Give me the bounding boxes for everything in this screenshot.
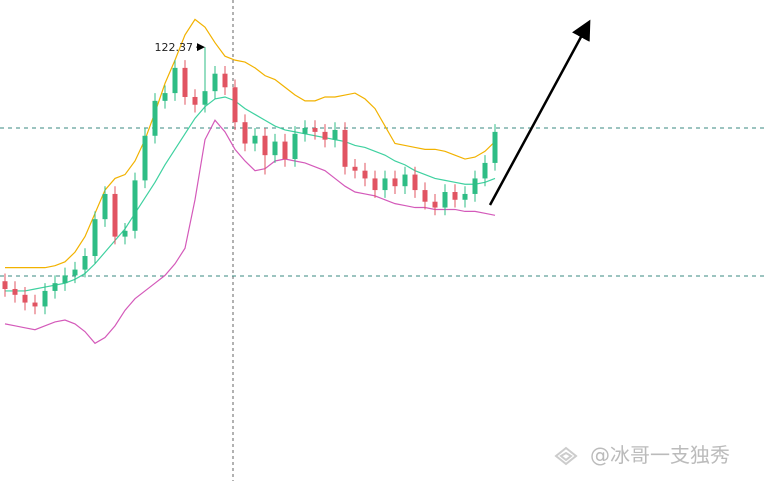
- watermark-icon: [554, 446, 578, 466]
- candle-body: [32, 302, 38, 307]
- candle-body: [332, 129, 338, 140]
- candle-body: [382, 178, 388, 191]
- candle-body: [302, 128, 308, 134]
- candle-body: [482, 162, 488, 179]
- candle-body: [162, 93, 168, 101]
- candle-body: [212, 73, 218, 92]
- candle-body: [132, 180, 138, 231]
- candle-body: [232, 87, 238, 123]
- candle-body: [82, 256, 88, 270]
- candle-body: [172, 67, 178, 94]
- candle-body: [492, 131, 498, 163]
- candle-body: [272, 141, 278, 156]
- candle-body: [112, 193, 118, 237]
- candle-body: [182, 67, 188, 97]
- candle-body: [142, 135, 148, 181]
- candle-body: [402, 174, 408, 187]
- candle-body: [412, 174, 418, 191]
- high-label: 122.37: [155, 41, 194, 54]
- candle-body: [372, 178, 378, 191]
- candle-body: [12, 288, 18, 295]
- candle-body: [42, 290, 48, 307]
- candle-body: [92, 219, 98, 257]
- candle-body: [442, 192, 448, 208]
- candle-body: [2, 281, 8, 289]
- candle-body: [312, 128, 318, 132]
- band-line: [5, 18, 496, 269]
- candle-body: [462, 193, 468, 200]
- candle-body: [262, 135, 268, 156]
- candle-body: [352, 166, 358, 171]
- candle-body: [22, 294, 28, 303]
- band-line: [4, 119, 496, 345]
- arrow: [488, 19, 591, 206]
- band-line: [5, 96, 496, 292]
- candle-body: [192, 96, 198, 105]
- candle-body: [282, 141, 288, 160]
- candle-body: [242, 122, 248, 144]
- watermark: @冰哥一支独秀: [590, 443, 730, 467]
- candle-body: [392, 178, 398, 187]
- candle-body: [422, 190, 428, 202]
- candle-body: [52, 283, 58, 291]
- candle-body: [252, 135, 258, 144]
- candle-body: [342, 129, 348, 167]
- candle-body: [472, 178, 478, 194]
- candle-body: [292, 133, 298, 160]
- candle-body: [222, 73, 228, 88]
- candle-body: [62, 275, 68, 284]
- candle-body: [152, 100, 158, 136]
- candle-body: [362, 170, 368, 179]
- candle-body: [72, 269, 78, 276]
- candle-body: [432, 201, 438, 208]
- candle-body: [452, 192, 458, 200]
- candle-body: [322, 131, 328, 140]
- candle-body: [122, 230, 128, 237]
- candle-body: [102, 193, 108, 220]
- candle-body: [202, 91, 208, 105]
